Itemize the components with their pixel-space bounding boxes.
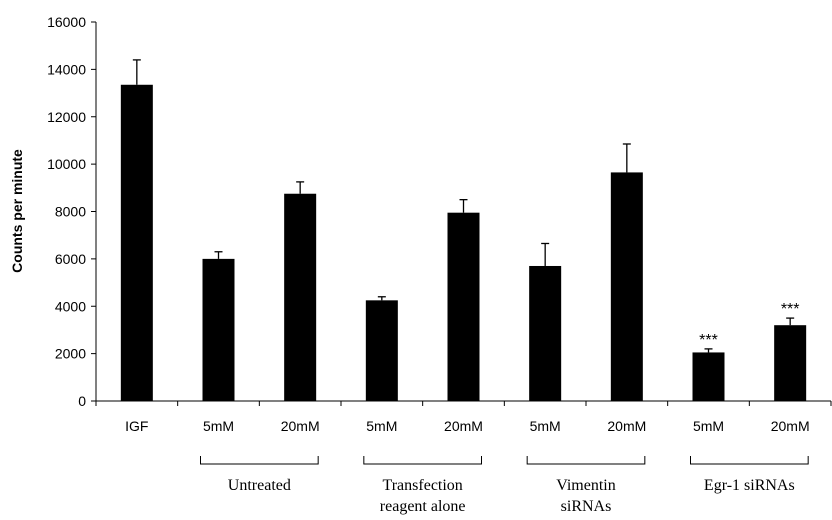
group-bracket — [526, 456, 646, 465]
y-axis-label: Counts per minute — [9, 149, 25, 273]
group-label: Transfection — [383, 477, 463, 494]
y-tick-label: 16000 — [47, 14, 86, 30]
y-tick-label: 2000 — [55, 346, 86, 362]
x-tick-label: 5mM — [366, 418, 397, 434]
bar — [202, 258, 235, 401]
group-bracket — [200, 456, 319, 465]
x-tick-labels: IGF 5mM 20mM 5mM 20mM 5mM 20mM 5mM 20mM — [125, 418, 809, 434]
group-label: siRNAs — [561, 498, 612, 515]
y-tick-label: 10000 — [47, 156, 86, 172]
axes: 0 2000 4000 6000 8000 10000 12000 14000 16000 — [47, 14, 832, 409]
x-tick-label: 5mM — [203, 418, 234, 434]
x-tick-label: IGF — [125, 418, 148, 434]
y-tick-label: 8000 — [55, 204, 86, 220]
x-tick-label: 5mM — [693, 418, 724, 434]
group-label: Vimentin — [556, 477, 615, 494]
bar — [529, 265, 562, 401]
bar — [365, 300, 398, 401]
group-label: Untreated — [228, 477, 291, 494]
group-labels: Untreated Transfection reagent alone Viment… — [200, 456, 809, 515]
significance-label: *** — [699, 332, 718, 349]
bar — [447, 212, 480, 401]
significance-label: *** — [781, 301, 800, 318]
bar — [284, 193, 317, 401]
x-tick-label: 20mM — [444, 418, 483, 434]
x-tick-label: 20mM — [281, 418, 320, 434]
y-tick-label: 14000 — [47, 61, 86, 77]
bar — [120, 84, 153, 401]
x-tick-label: 5mM — [530, 418, 561, 434]
y-tick-label: 12000 — [47, 109, 86, 125]
bar — [692, 352, 725, 401]
x-tick-label: 20mM — [771, 418, 810, 434]
group-bracket — [690, 456, 809, 465]
group-label: reagent alone — [380, 498, 466, 515]
bar — [774, 325, 807, 401]
y-tick-label: 0 — [78, 393, 86, 409]
group-label: Egr-1 siRNAs — [704, 477, 795, 494]
y-tick-label: 6000 — [55, 251, 86, 267]
x-tick-label: 20mM — [607, 418, 646, 434]
group-bracket — [363, 456, 482, 465]
bar — [610, 172, 643, 401]
bars: *** *** — [120, 59, 807, 401]
y-tick-label: 4000 — [55, 298, 86, 314]
